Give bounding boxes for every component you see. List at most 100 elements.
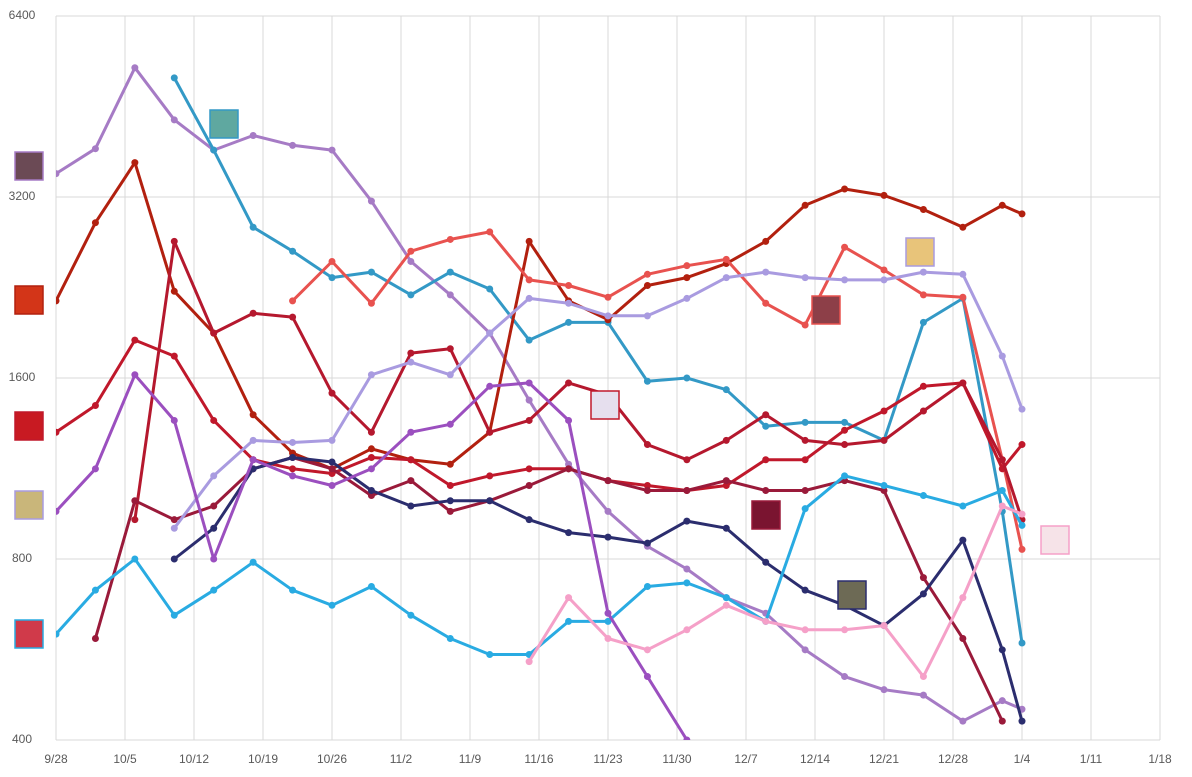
data-point	[328, 482, 336, 490]
plot-area	[56, 64, 1026, 740]
data-point	[328, 436, 336, 444]
x-tick-label: 10/26	[317, 752, 347, 766]
data-point	[801, 321, 809, 329]
thumbnail	[209, 109, 239, 139]
data-point	[959, 536, 967, 544]
data-point	[446, 291, 454, 299]
data-point	[722, 524, 730, 532]
data-point	[880, 407, 888, 415]
data-point	[446, 635, 454, 643]
data-point	[565, 416, 573, 424]
data-point	[170, 74, 178, 82]
data-point	[446, 420, 454, 428]
thumbnail	[905, 237, 935, 267]
data-point	[249, 558, 257, 566]
data-point	[407, 428, 415, 436]
y-tick-label: 800	[12, 551, 32, 565]
data-point	[841, 243, 849, 251]
data-point	[801, 418, 809, 426]
data-point	[722, 477, 730, 485]
data-point	[289, 438, 297, 446]
y-tick-label: 6400	[9, 8, 36, 22]
data-point	[880, 191, 888, 199]
data-point	[131, 516, 139, 524]
data-point	[565, 282, 573, 290]
series-line	[173, 456, 1024, 722]
data-point	[722, 594, 730, 602]
data-point	[210, 146, 218, 154]
data-point	[210, 555, 218, 563]
data-point	[643, 282, 651, 290]
data-point	[289, 297, 297, 305]
data-point	[367, 486, 375, 494]
data-point	[722, 386, 730, 394]
data-point	[486, 472, 494, 480]
data-point	[170, 555, 178, 563]
data-point	[604, 635, 612, 643]
data-point	[762, 456, 770, 464]
data-point	[525, 416, 533, 424]
data-point	[328, 146, 336, 154]
data-point	[486, 382, 494, 390]
data-point	[486, 285, 494, 293]
data-point	[762, 486, 770, 494]
axis-labels: 400 800 1600 3200 6400 9/28 10/5 10/12 10/19 10/2…	[9, 8, 1172, 766]
data-point	[407, 247, 415, 255]
data-point	[1018, 441, 1026, 449]
data-point	[998, 456, 1006, 464]
data-point	[880, 266, 888, 274]
data-point	[801, 646, 809, 654]
data-point	[959, 502, 967, 510]
data-point	[328, 257, 336, 265]
data-point	[328, 389, 336, 397]
data-point	[367, 371, 375, 379]
thumbnail	[811, 295, 841, 325]
data-point	[328, 601, 336, 609]
data-point	[841, 418, 849, 426]
data-point	[604, 477, 612, 485]
data-point	[525, 465, 533, 473]
data-point	[249, 411, 257, 419]
data-point	[959, 223, 967, 231]
data-point	[56, 507, 60, 515]
data-point	[998, 486, 1006, 494]
data-point	[683, 486, 691, 494]
series-line	[527, 504, 1023, 679]
data-point	[249, 309, 257, 317]
data-point	[446, 507, 454, 515]
data-point	[722, 482, 730, 490]
x-tick-label: 9/28	[44, 752, 68, 766]
data-point	[486, 228, 494, 236]
data-point	[841, 673, 849, 681]
y-tick-label: 400	[12, 732, 32, 746]
data-point	[1018, 639, 1026, 647]
data-point	[131, 336, 139, 344]
x-tick-label: 11/9	[459, 752, 482, 766]
data-point	[446, 460, 454, 468]
data-point	[643, 441, 651, 449]
data-point	[249, 436, 257, 444]
data-point	[880, 482, 888, 490]
data-point	[525, 336, 533, 344]
data-point	[407, 611, 415, 619]
data-point	[367, 583, 375, 591]
data-point	[91, 465, 99, 473]
data-point	[841, 441, 849, 449]
thumbnail	[14, 490, 44, 520]
data-point	[880, 686, 888, 694]
data-point	[170, 516, 178, 524]
data-point	[170, 524, 178, 532]
data-point	[762, 411, 770, 419]
series-line	[56, 161, 1023, 471]
data-point	[131, 371, 139, 379]
data-point	[919, 590, 927, 598]
data-point	[880, 436, 888, 444]
data-point	[683, 565, 691, 573]
data-point	[604, 533, 612, 541]
data-point	[919, 291, 927, 299]
data-point	[801, 201, 809, 209]
data-point	[407, 477, 415, 485]
data-point	[683, 579, 691, 587]
data-point	[210, 472, 218, 480]
x-tick-label: 12/14	[800, 752, 830, 766]
